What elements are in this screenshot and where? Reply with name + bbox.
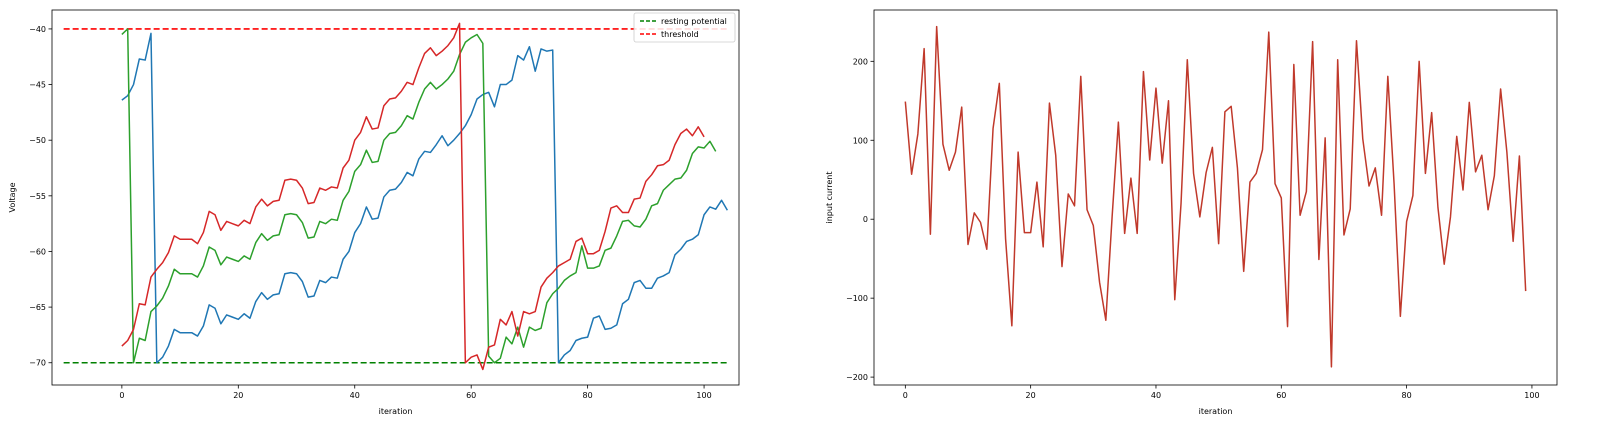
voltage-ylabel: Voltage bbox=[8, 182, 17, 212]
voltage-ticks: 0 20 40 60 80 100 −70 −65 −60 −55 −50 −45 −40 bbox=[29, 25, 712, 400]
input-current-ylabel: input current bbox=[825, 172, 834, 224]
legend-box bbox=[633, 12, 736, 43]
input-current-xtick-label: 0 bbox=[903, 391, 908, 400]
voltage-ytick-label: −45 bbox=[29, 81, 46, 90]
legend-label-threshold: threshold bbox=[661, 30, 699, 39]
input-current-xlabel: iteration bbox=[1199, 407, 1233, 416]
voltage-ytick-label: −65 bbox=[29, 303, 46, 312]
input-current-ytick-label: −100 bbox=[846, 294, 868, 303]
voltage-axes-frame bbox=[51, 9, 740, 386]
voltage-plot-area bbox=[63, 22, 729, 371]
input-current-xtick-label: 100 bbox=[1524, 391, 1539, 400]
voltage-chart: 0 20 40 60 80 100 −70 −65 −60 −55 −50 −45 −40 iterat… bbox=[8, 9, 740, 416]
voltage-ytick-label: −60 bbox=[29, 247, 46, 256]
voltage-xtick-label: 80 bbox=[583, 391, 593, 400]
input-current-xtick-label: 20 bbox=[1026, 391, 1036, 400]
legend-label-resting-potential: resting potential bbox=[661, 17, 727, 26]
voltage-series-line-0 bbox=[121, 32, 729, 364]
voltage-xtick-label: 40 bbox=[350, 391, 360, 400]
input-current-xtick-label: 60 bbox=[1276, 391, 1286, 400]
voltage-ytick-label: −50 bbox=[29, 136, 46, 145]
voltage-xtick-label: 0 bbox=[119, 391, 124, 400]
input-current-ytick-label: −200 bbox=[846, 373, 868, 382]
input-current-ytick-label: 200 bbox=[853, 57, 868, 66]
voltage-xtick-label: 20 bbox=[233, 391, 243, 400]
input-current-xtick-label: 80 bbox=[1402, 391, 1412, 400]
input-current-xtick-label: 40 bbox=[1151, 391, 1161, 400]
input-current-chart: 0 20 40 60 80 100 −200 −100 0 100 200 iteration in… bbox=[825, 9, 1558, 416]
voltage-ytick-label: −70 bbox=[29, 359, 46, 368]
input-current-axes-frame bbox=[873, 9, 1558, 386]
legend: resting potential threshold bbox=[633, 12, 736, 43]
voltage-series-line-1 bbox=[121, 28, 717, 364]
input-current-series-line-0 bbox=[904, 25, 1527, 368]
voltage-series-line-2 bbox=[121, 22, 705, 371]
voltage-ytick-label: −40 bbox=[29, 25, 46, 34]
input-current-ytick-label: 0 bbox=[863, 215, 868, 224]
input-current-ytick-label: 100 bbox=[853, 136, 868, 145]
voltage-xtick-label: 60 bbox=[466, 391, 476, 400]
input-current-plot-area bbox=[904, 25, 1527, 368]
voltage-ytick-label: −55 bbox=[29, 192, 46, 201]
voltage-xtick-label: 100 bbox=[696, 391, 711, 400]
input-current-ticks: 0 20 40 60 80 100 −200 −100 0 100 200 bbox=[846, 57, 1540, 400]
voltage-xlabel: iteration bbox=[379, 407, 413, 416]
